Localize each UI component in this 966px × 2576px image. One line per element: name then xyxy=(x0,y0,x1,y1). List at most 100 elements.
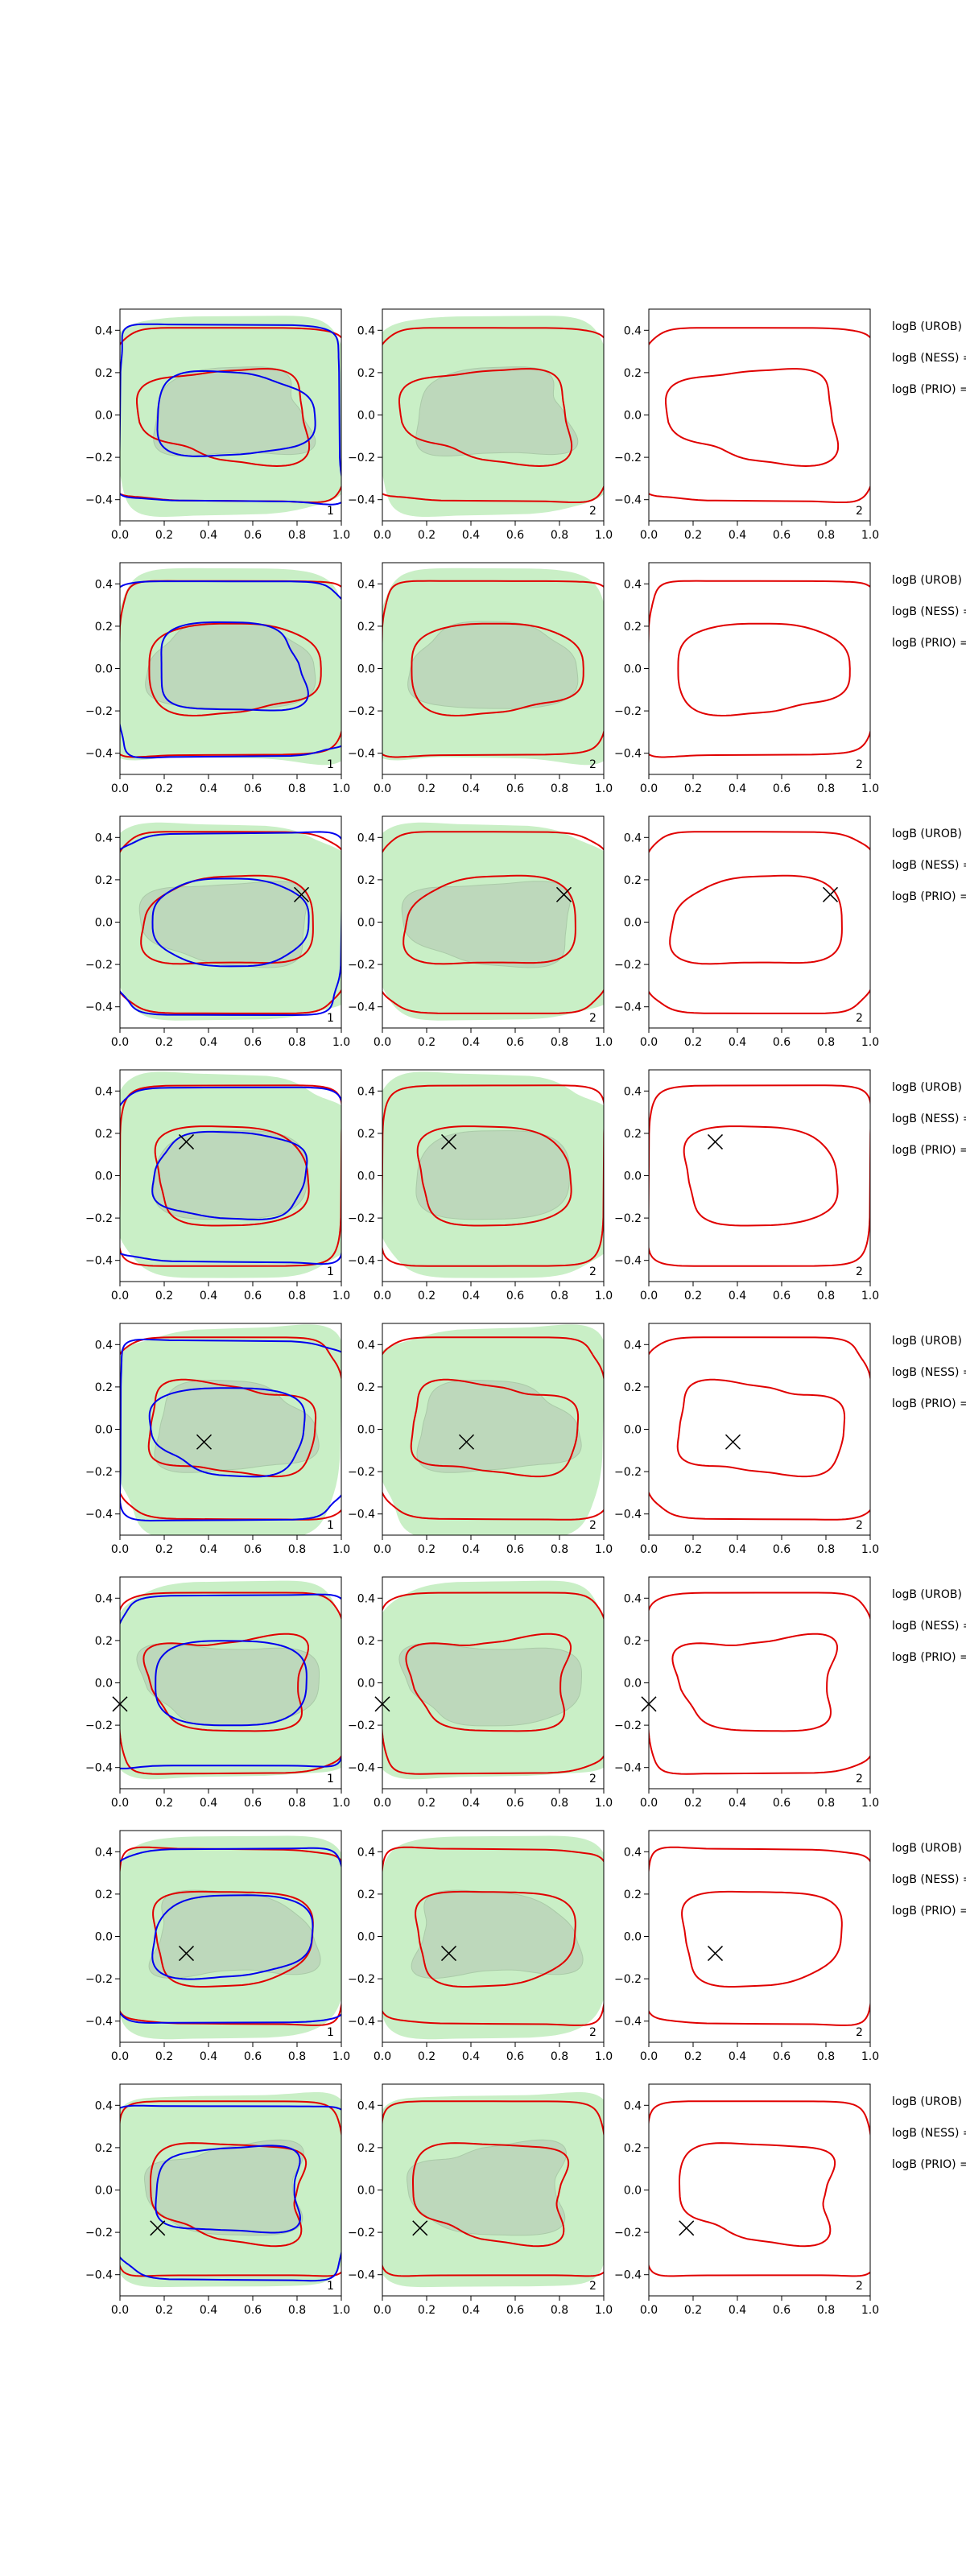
y-tick-label: 0.2 xyxy=(624,2142,642,2155)
y-tick-label: 0.0 xyxy=(624,1170,642,1183)
plot-area xyxy=(649,2100,870,2277)
y-tick-label: 0.0 xyxy=(624,1424,642,1437)
x-tick-label: 0.0 xyxy=(111,2050,129,2063)
marker xyxy=(412,2220,428,2236)
annotation: logB (UROB) = xyxy=(892,1842,966,1855)
panel-label: 1 xyxy=(327,2280,334,2293)
marker xyxy=(440,1946,457,1962)
y-tick-label: −0.4 xyxy=(348,494,375,507)
y-tick-label: 0.4 xyxy=(624,1846,642,1859)
x-tick-label: 0.6 xyxy=(244,1290,262,1302)
y-tick-label: 0.4 xyxy=(95,578,113,591)
annotation: logB (UROB) = xyxy=(892,2095,966,2108)
marker xyxy=(679,2220,695,2236)
annotation: logB (NESS) = xyxy=(892,605,966,618)
y-tick-label: 0.4 xyxy=(95,2099,113,2112)
plot-area xyxy=(382,1324,604,1535)
y-tick-label: −0.4 xyxy=(614,1509,642,1521)
y-tick-label: 0.2 xyxy=(624,874,642,887)
x-tick-label: 0.8 xyxy=(288,1290,306,1302)
panel: 0.0 0.2 0.4 0.6 0.8 1.0 −0.4 −0.2 0.0 0.2 0.4 1 xyxy=(85,1830,350,2063)
annotation: logB (NESS) = xyxy=(892,1873,966,1886)
panel: 0.0 0.2 0.4 0.6 0.8 1.0 −0.4 −0.2 0.0 0.2 0.4 2 xyxy=(348,1069,613,1302)
marker xyxy=(293,886,310,902)
x-tick-label: 0.2 xyxy=(418,782,436,795)
y-tick-label: 0.0 xyxy=(95,1678,113,1690)
y-tick-label: 0.4 xyxy=(357,2099,375,2112)
density-fill-inner xyxy=(416,1380,582,1473)
contour-blue xyxy=(156,369,316,457)
panel: 0.0 0.2 0.4 0.6 0.8 1.0 −0.4 −0.2 0.0 0.2 0.4 2 xyxy=(614,1069,879,1302)
y-tick-label: −0.2 xyxy=(614,1973,642,1986)
contour-red xyxy=(671,1633,838,1732)
contour-blue xyxy=(151,1130,308,1221)
x-tick-label: 1.0 xyxy=(861,1543,879,1556)
x-tick-label: 0.8 xyxy=(817,2304,835,2317)
x-tick-label: 0.2 xyxy=(418,1036,436,1049)
y-tick-label: 0.2 xyxy=(357,367,375,380)
y-tick-label: −0.4 xyxy=(85,2269,113,2282)
annotation: logB (UROB) = xyxy=(892,828,966,840)
annotation: logB (PRIO) = xyxy=(892,2158,966,2171)
contour-red xyxy=(679,2142,836,2248)
y-tick-label: −0.4 xyxy=(85,1762,113,1775)
contour-red xyxy=(140,874,314,965)
contour-blue xyxy=(160,621,309,712)
axes-frame xyxy=(648,1323,871,1536)
panel: 0.0 0.2 0.4 0.6 0.8 1.0 −0.4 −0.2 0.0 0.2 0.4 2 xyxy=(614,2083,879,2317)
y-tick-label: 0.4 xyxy=(624,1592,642,1605)
x-tick-label: 1.0 xyxy=(332,1797,350,1810)
y-tick-label: 0.4 xyxy=(357,578,375,591)
y-tick-label: 0.4 xyxy=(624,1339,642,1352)
x-tick-label: 0.0 xyxy=(640,1290,658,1302)
y-tick-label: 0.2 xyxy=(357,621,375,634)
axes-frame xyxy=(648,562,871,775)
marker xyxy=(440,1133,457,1150)
panel: 0.0 0.2 0.4 0.6 0.8 1.0 −0.4 −0.2 0.0 0.2 0.4 2 xyxy=(348,562,613,795)
contour-red xyxy=(649,1084,870,1267)
x-tick-label: 0.6 xyxy=(506,529,524,542)
panel-label: 2 xyxy=(856,1012,863,1025)
y-tick-label: 0.0 xyxy=(624,2185,642,2198)
x-tick-label: 0.2 xyxy=(684,2050,702,2063)
x-tick-label: 0.8 xyxy=(288,1797,306,1810)
x-tick-label: 0.6 xyxy=(506,782,524,795)
x-tick-label: 0.0 xyxy=(374,2050,391,2063)
y-tick-label: 0.4 xyxy=(95,832,113,844)
x-tick-label: 0.2 xyxy=(155,1543,173,1556)
x-tick-label: 1.0 xyxy=(861,1290,879,1302)
contour-red xyxy=(649,1591,870,1775)
x-tick-label: 0.0 xyxy=(640,1797,658,1810)
marker xyxy=(555,886,572,902)
x-tick-label: 0.4 xyxy=(462,1290,480,1302)
x-tick-label: 0.6 xyxy=(244,529,262,542)
panel: 0.0 0.2 0.4 0.6 0.8 1.0 −0.4 −0.2 0.0 0.2 0.4 2 xyxy=(614,1576,879,1810)
panel: 0.0 0.2 0.4 0.6 0.8 1.0 −0.4 −0.2 0.0 0.2 0.4 2 xyxy=(348,815,613,1049)
annotation: logB (PRIO) = xyxy=(892,637,966,650)
panel: 0.0 0.2 0.4 0.6 0.8 1.0 −0.4 −0.2 0.0 0.2 0.4 2 xyxy=(614,1830,879,2063)
x-tick-label: 0.8 xyxy=(817,1797,835,1810)
y-tick-label: 0.4 xyxy=(357,1846,375,1859)
y-tick-label: −0.2 xyxy=(348,1466,375,1479)
x-tick-label: 0.0 xyxy=(374,1797,391,1810)
contour-red xyxy=(382,1336,604,1521)
contour-red xyxy=(681,1890,843,1988)
marker xyxy=(822,886,839,902)
contour-blue xyxy=(120,1847,341,2024)
y-tick-label: 0.2 xyxy=(624,621,642,634)
x-tick-label: 0.8 xyxy=(817,529,835,542)
contour-red xyxy=(416,1125,572,1227)
x-tick-label: 0.6 xyxy=(506,1036,524,1049)
plot-area xyxy=(382,1835,604,2040)
x-tick-label: 0.6 xyxy=(773,1036,791,1049)
y-tick-label: −0.2 xyxy=(614,705,642,718)
y-tick-label: −0.2 xyxy=(614,1719,642,1732)
x-tick-label: 0.8 xyxy=(817,1036,835,1049)
y-tick-label: −0.4 xyxy=(614,2269,642,2282)
x-tick-label: 0.8 xyxy=(817,782,835,795)
annotation: logB (NESS) = xyxy=(892,1113,966,1125)
x-tick-label: 0.6 xyxy=(773,1290,791,1302)
x-tick-label: 0.4 xyxy=(200,1543,217,1556)
annotation: logB (PRIO) = xyxy=(892,1397,966,1410)
panel-label: 2 xyxy=(856,1265,863,1278)
